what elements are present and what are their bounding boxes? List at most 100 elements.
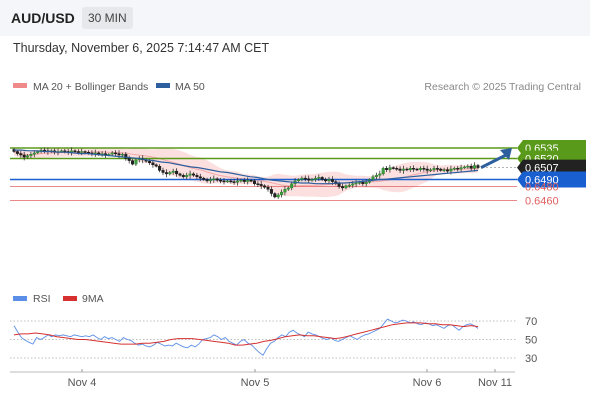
candle-body <box>385 168 389 170</box>
candle-body <box>147 161 151 163</box>
bollinger-band <box>13 147 479 197</box>
candle-body <box>215 178 219 181</box>
candle-body <box>313 177 317 180</box>
candle-body <box>36 151 40 154</box>
candle-body <box>76 151 80 153</box>
candle-body <box>175 170 179 175</box>
candle-body <box>80 151 84 153</box>
candle-body <box>164 172 168 175</box>
legend-label-ma20: MA 20 + Bollinger Bands <box>33 81 148 93</box>
candle-body <box>130 160 134 165</box>
candle-body <box>341 186 345 189</box>
candle-body <box>439 168 443 171</box>
candle-body <box>229 180 233 183</box>
rsi-tick-70: 70 <box>525 316 537 328</box>
candle-body <box>154 164 158 167</box>
candle-body <box>235 180 239 183</box>
candle-body <box>466 165 470 168</box>
candle-body <box>358 182 362 184</box>
candle-body <box>361 182 365 184</box>
x-tick-label-0: Nov 4 <box>68 377 97 389</box>
candle-body <box>452 168 456 170</box>
candle-body <box>425 168 429 171</box>
candle-body <box>29 154 33 156</box>
candle-body <box>127 158 131 161</box>
candle-body <box>429 169 433 171</box>
candle-body <box>351 183 355 186</box>
candle-body <box>114 152 118 155</box>
candle-body <box>435 168 439 170</box>
candle-body <box>347 184 351 187</box>
rsi-line <box>13 318 479 356</box>
candle-body <box>307 178 311 181</box>
price-levels <box>10 147 517 201</box>
candle-body <box>324 179 328 182</box>
candle-body <box>134 159 138 165</box>
legend-swatch-ma50 <box>156 83 170 88</box>
candle-body <box>415 168 419 171</box>
projection-arrow <box>480 148 512 169</box>
candle-body <box>124 154 128 159</box>
candle-body <box>337 183 341 187</box>
legend-swatch-ma20 <box>13 83 27 88</box>
candle-body <box>161 170 165 173</box>
candle-body <box>405 168 409 171</box>
candle-body <box>191 173 195 176</box>
x-tick-label-2: Nov 6 <box>413 377 442 389</box>
timeframe-badge[interactable]: 30 MIN <box>82 7 133 29</box>
candle-body <box>327 179 331 182</box>
candle-body <box>195 175 199 177</box>
price-label-0.6460: 0.6460 <box>525 196 559 208</box>
candle-body <box>32 152 36 155</box>
candle-body <box>219 179 223 182</box>
candle-body <box>158 165 162 171</box>
candle-body <box>398 168 402 171</box>
candle-body <box>459 167 463 170</box>
candle-body <box>208 179 212 182</box>
candle-body <box>381 168 385 175</box>
candle-body <box>263 185 267 188</box>
candle-body <box>181 175 185 177</box>
candle-body <box>371 176 375 180</box>
candle-body <box>412 168 416 170</box>
candle-body <box>317 177 321 179</box>
candle-body <box>15 151 19 154</box>
candle-body <box>364 182 368 184</box>
candle-body <box>232 181 236 183</box>
header-bar: AUD/USD 30 MIN <box>0 0 590 36</box>
candle-body <box>388 167 392 170</box>
rsi-tick-50: 50 <box>525 335 537 347</box>
candle-body <box>171 170 175 173</box>
legend-label-rsi-ma: 9MA <box>82 293 104 305</box>
price-tag-text-0.6490: 0.6490 <box>525 175 559 187</box>
candle-body <box>239 179 243 182</box>
candle-body <box>205 179 209 182</box>
candle-body <box>297 179 301 182</box>
legend-label-ma50: MA 50 <box>175 81 205 93</box>
candle-body <box>402 168 406 171</box>
candle-body <box>476 165 480 168</box>
candle-body <box>290 183 294 189</box>
candle-body <box>269 189 273 194</box>
candle-body <box>300 177 304 180</box>
candle-body <box>22 154 26 158</box>
candle-body <box>249 179 253 182</box>
chart-datetime: Thursday, November 6, 2025 7:14:47 AM CE… <box>13 41 270 55</box>
ma50-line <box>14 149 479 185</box>
arrow-shaft <box>480 152 509 169</box>
candle-body <box>110 152 114 155</box>
candle-body <box>408 168 412 170</box>
rsi-ma-line <box>13 322 479 346</box>
ma50-path <box>14 149 479 185</box>
candle-body <box>26 155 30 158</box>
legend-credit: Research © 2025 Trading Central <box>424 81 581 93</box>
candle-body <box>473 165 477 169</box>
candle-body <box>422 168 426 170</box>
legend-label-rsi: RSI <box>33 293 51 305</box>
candle-body <box>185 175 189 177</box>
legend-swatch-rsi <box>13 296 27 301</box>
candle-body <box>330 179 334 182</box>
candle-body <box>391 167 395 169</box>
